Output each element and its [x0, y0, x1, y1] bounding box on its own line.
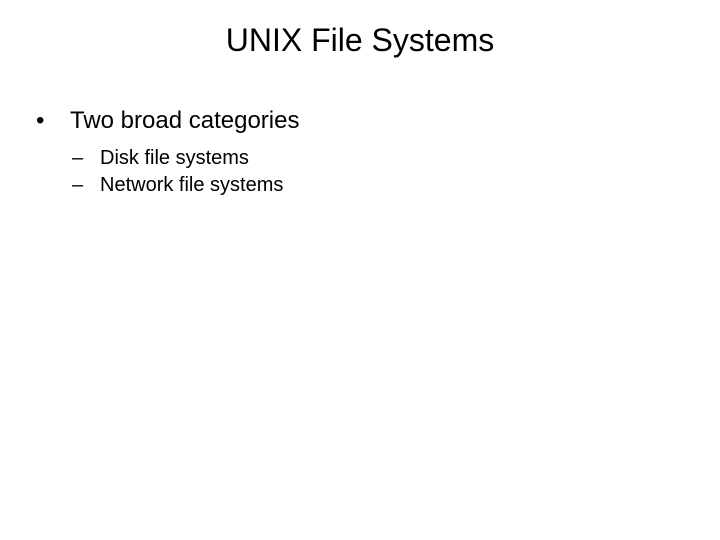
slide: UNIX File Systems • Two broad categories…	[0, 0, 720, 540]
list-item-text: Two broad categories	[70, 107, 299, 135]
slide-title: UNIX File Systems	[0, 0, 720, 59]
dash-icon: –	[72, 174, 100, 197]
dash-icon: –	[72, 147, 100, 170]
list-item-text: Disk file systems	[100, 147, 249, 170]
bullet-icon: •	[34, 107, 70, 135]
slide-body: • Two broad categories – Disk file syste…	[0, 59, 720, 197]
list-item-text: Network file systems	[100, 174, 283, 197]
list-item: – Disk file systems	[72, 147, 720, 170]
list-item: • Two broad categories	[34, 107, 720, 135]
list-item: – Network file systems	[72, 174, 720, 197]
